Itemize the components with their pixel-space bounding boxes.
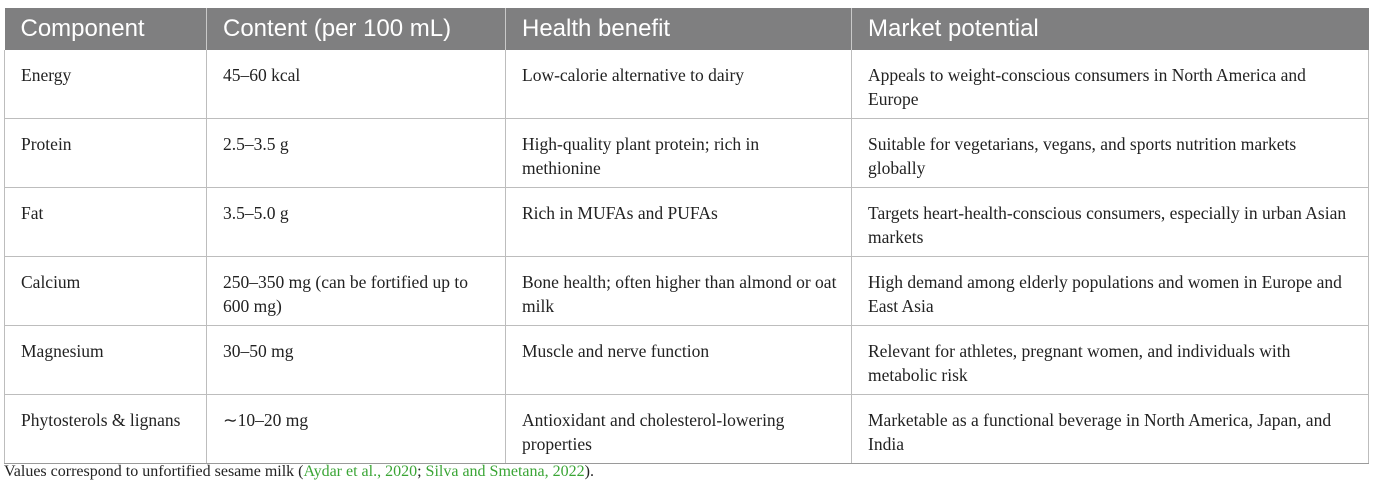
cell-market-potential: Suitable for vegetarians, vegans, and sp… bbox=[851, 118, 1369, 188]
cell-content: 250–350 mg (can be fortified up to 600 m… bbox=[206, 256, 506, 326]
cell-content: 3.5–5.0 g bbox=[206, 187, 506, 257]
cell-health-benefit: High-quality plant protein; rich in meth… bbox=[505, 118, 852, 188]
cell-component: Fat bbox=[4, 187, 207, 257]
table-row: Fat 3.5–5.0 g Rich in MUFAs and PUFAs Ta… bbox=[4, 187, 1369, 257]
cell-component: Energy bbox=[4, 50, 207, 119]
cell-content: 2.5–3.5 g bbox=[206, 118, 506, 188]
header-content: Content (per 100 mL) bbox=[206, 8, 506, 50]
table-row: Magnesium 30–50 mg Muscle and nerve func… bbox=[4, 325, 1369, 395]
header-health-benefit: Health benefit bbox=[505, 8, 852, 50]
table-row: Calcium 250–350 mg (can be fortified up … bbox=[4, 256, 1369, 326]
cell-component: Protein bbox=[4, 118, 207, 188]
cell-health-benefit: Muscle and nerve function bbox=[505, 325, 852, 395]
table-row: Phytosterols & lignans ∼10–20 mg Antioxi… bbox=[4, 394, 1369, 464]
cell-market-potential: Relevant for athletes, pregnant women, a… bbox=[851, 325, 1369, 395]
footnote-separator: ; bbox=[417, 463, 426, 480]
table-header-row: Component Content (per 100 mL) Health be… bbox=[4, 8, 1369, 50]
header-component: Component bbox=[4, 8, 207, 50]
table-row: Energy 45–60 kcal Low-calorie alternativ… bbox=[4, 50, 1369, 119]
header-market-potential: Market potential bbox=[851, 8, 1369, 50]
table-container: Component Content (per 100 mL) Health be… bbox=[4, 8, 1369, 464]
reference-link-silva[interactable]: Silva and Smetana, 2022 bbox=[425, 463, 585, 480]
reference-link-aydar[interactable]: Aydar et al., 2020 bbox=[303, 463, 418, 480]
cell-health-benefit: Low-calorie alternative to dairy bbox=[505, 50, 852, 119]
cell-market-potential: Targets heart-health-conscious consumers… bbox=[851, 187, 1369, 257]
cell-market-potential: Marketable as a functional beverage in N… bbox=[851, 394, 1369, 464]
cell-market-potential: Appeals to weight-conscious consumers in… bbox=[851, 50, 1369, 119]
cell-content: 30–50 mg bbox=[206, 325, 506, 395]
cell-content: 45–60 kcal bbox=[206, 50, 506, 119]
cell-health-benefit: Bone health; often higher than almond or… bbox=[505, 256, 852, 326]
table-row: Protein 2.5–3.5 g High-quality plant pro… bbox=[4, 118, 1369, 188]
cell-market-potential: High demand among elderly populations an… bbox=[851, 256, 1369, 326]
cell-component: Phytosterols & lignans bbox=[4, 394, 207, 464]
cell-component: Calcium bbox=[4, 256, 207, 326]
nutrition-table: Component Content (per 100 mL) Health be… bbox=[4, 8, 1369, 464]
cell-content: ∼10–20 mg bbox=[206, 394, 506, 464]
cell-health-benefit: Rich in MUFAs and PUFAs bbox=[505, 187, 852, 257]
table-footnote: Values correspond to unfortified sesame … bbox=[4, 463, 594, 481]
footnote-text: Values correspond to unfortified sesame … bbox=[4, 463, 304, 480]
cell-component: Magnesium bbox=[4, 325, 207, 395]
cell-health-benefit: Antioxidant and cholesterol-lowering pro… bbox=[505, 394, 852, 464]
footnote-suffix: ). bbox=[584, 463, 594, 480]
